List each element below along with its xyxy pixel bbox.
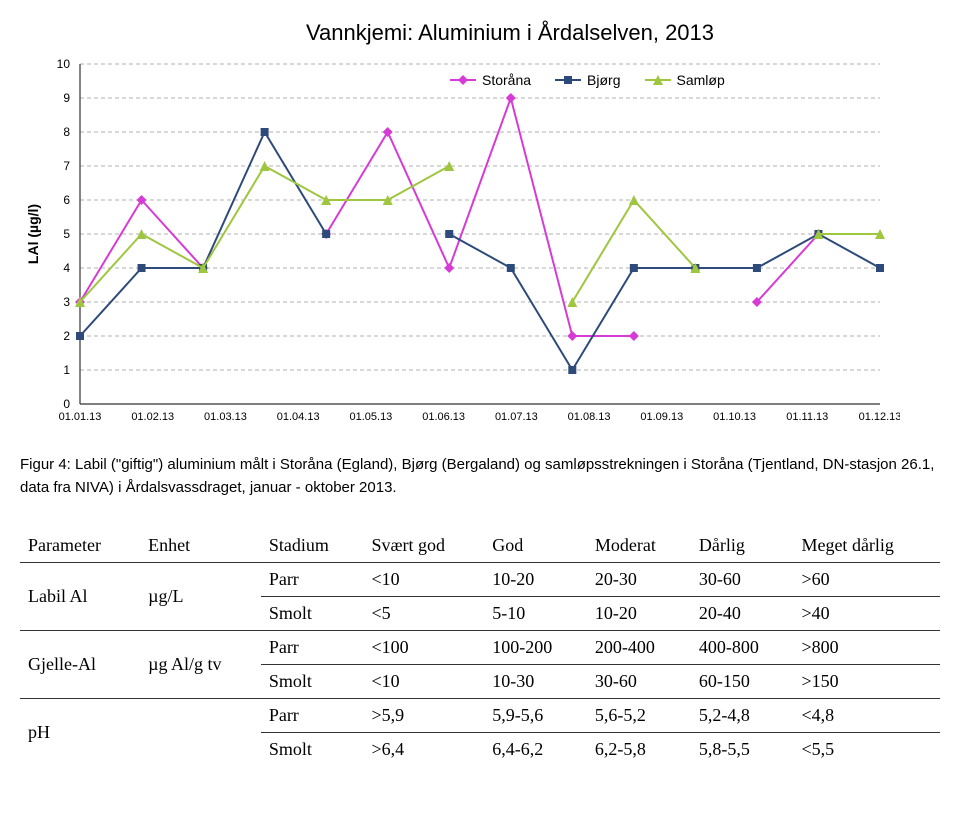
legend-label: Storåna [482,72,531,88]
value-cell: >40 [793,597,940,631]
value-cell: >800 [793,631,940,665]
table-header: Enhet [140,529,261,563]
table-header: Stadium [261,529,364,563]
svg-text:4: 4 [63,261,70,275]
value-cell: 5,9-5,6 [484,699,587,733]
svg-text:5: 5 [63,227,70,241]
svg-text:01.08.13: 01.08.13 [568,411,611,423]
svg-text:01.05.13: 01.05.13 [349,411,392,423]
value-cell: >150 [793,665,940,699]
value-cell: 10-20 [587,597,691,631]
unit-cell: µg Al/g tv [140,631,261,699]
svg-text:8: 8 [63,125,70,139]
value-cell: <5,5 [793,733,940,767]
table-row: Gjelle-Alµg Al/g tvParr<100100-200200-40… [20,631,940,665]
legend-item: Storåna [450,72,531,88]
chart-container: 0 1 2 3 4 5 6 7 8 9 10 LAl (µg/l) 01.01.13 01.02.13 01… [20,54,900,434]
value-cell: >6,4 [363,733,484,767]
svg-text:01.04.13: 01.04.13 [277,411,320,423]
value-cell: 200-400 [587,631,691,665]
stadium-cell: Smolt [261,665,364,699]
svg-text:01.10.13: 01.10.13 [713,411,756,423]
legend-swatch [645,79,671,81]
param-cell: pH [20,699,140,767]
svg-text:9: 9 [63,91,70,105]
stadium-cell: Parr [261,699,364,733]
legend-swatch [450,79,476,81]
svg-text:01.02.13: 01.02.13 [131,411,174,423]
svg-text:01.12.13: 01.12.13 [859,411,900,423]
stadium-cell: Smolt [261,597,364,631]
value-cell: 30-60 [691,563,794,597]
data-table: ParameterEnhetStadiumSvært godGodModerat… [20,529,940,766]
table-header: Meget dårlig [793,529,940,563]
value-cell: 60-150 [691,665,794,699]
svg-text:6: 6 [63,193,70,207]
value-cell: <10 [363,665,484,699]
value-cell: <10 [363,563,484,597]
value-cell: 5,8-5,5 [691,733,794,767]
svg-text:01.09.13: 01.09.13 [640,411,683,423]
value-cell: 20-30 [587,563,691,597]
stadium-cell: Smolt [261,733,364,767]
legend-label: Bjørg [587,72,620,88]
table-header: Moderat [587,529,691,563]
value-cell: >60 [793,563,940,597]
value-cell: <100 [363,631,484,665]
svg-text:10: 10 [57,57,71,71]
legend-label: Samløp [677,72,725,88]
figure-caption: Figur 4: Labil ("giftig") aluminium målt… [20,454,940,499]
unit-cell [140,699,261,767]
value-cell: 5-10 [484,597,587,631]
value-cell: <5 [363,597,484,631]
value-cell: 5,6-5,2 [587,699,691,733]
svg-text:3: 3 [63,295,70,309]
table-header: Svært god [363,529,484,563]
value-cell: 6,4-6,2 [484,733,587,767]
legend-item: Bjørg [555,72,620,88]
svg-text:01.06.13: 01.06.13 [422,411,465,423]
svg-text:01.01.13: 01.01.13 [59,411,102,423]
value-cell: 6,2-5,8 [587,733,691,767]
stadium-cell: Parr [261,631,364,665]
value-cell: 400-800 [691,631,794,665]
svg-text:01.03.13: 01.03.13 [204,411,247,423]
chart-svg: 0 1 2 3 4 5 6 7 8 9 10 LAl (µg/l) 01.01.13 01.02.13 01… [20,54,900,434]
svg-text:01.11.13: 01.11.13 [786,411,828,423]
value-cell: 10-20 [484,563,587,597]
table-row: Labil Alµg/LParr<1010-2020-3030-60>60 [20,563,940,597]
legend-item: Samløp [645,72,725,88]
value-cell: 10-30 [484,665,587,699]
svg-text:7: 7 [63,159,70,173]
table-header: Dårlig [691,529,794,563]
value-cell: <4,8 [793,699,940,733]
legend-swatch [555,79,581,81]
value-cell: 30-60 [587,665,691,699]
value-cell: 20-40 [691,597,794,631]
unit-cell: µg/L [140,563,261,631]
table-row: pHParr>5,95,9-5,65,6-5,25,2-4,8<4,8 [20,699,940,733]
value-cell: >5,9 [363,699,484,733]
table-header: Parameter [20,529,140,563]
legend: Storåna Bjørg Samløp [450,72,725,88]
svg-text:LAl (µg/l): LAl (µg/l) [25,204,41,264]
value-cell: 5,2-4,8 [691,699,794,733]
chart-title: Vannkjemi: Aluminium i Årdalselven, 2013 [80,20,940,46]
svg-text:0: 0 [63,397,70,411]
stadium-cell: Parr [261,563,364,597]
table-header: God [484,529,587,563]
param-cell: Gjelle-Al [20,631,140,699]
svg-text:01.07.13: 01.07.13 [495,411,538,423]
param-cell: Labil Al [20,563,140,631]
svg-text:2: 2 [63,329,70,343]
svg-text:1: 1 [63,363,70,377]
value-cell: 100-200 [484,631,587,665]
